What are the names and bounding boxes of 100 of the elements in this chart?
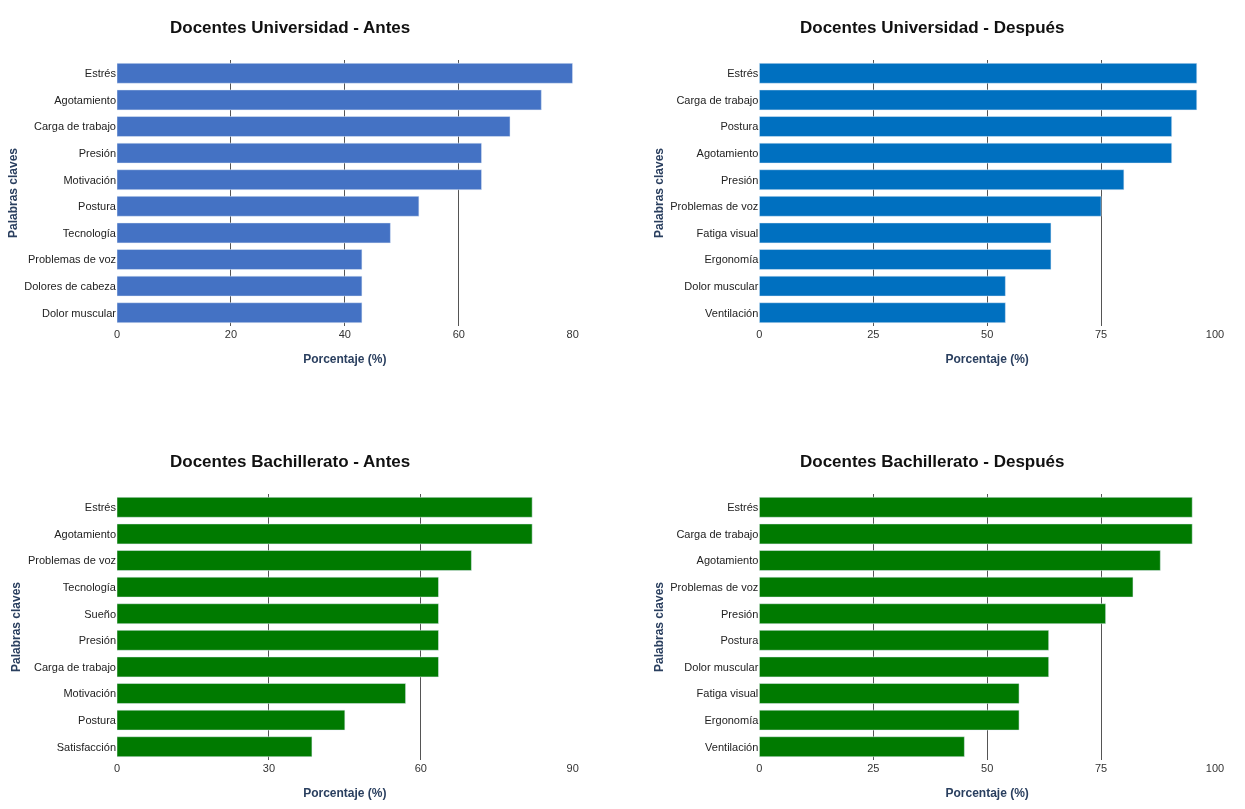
- y-tick-label: Problemas de voz: [670, 200, 759, 213]
- bar: [117, 249, 363, 270]
- bar: [117, 656, 439, 678]
- bar: [117, 576, 439, 598]
- bar: [759, 576, 1134, 598]
- y-tick-label: Postura: [78, 713, 117, 726]
- y-tick-label: Carga de trabajo: [34, 120, 116, 133]
- y-tick-label: Presión: [78, 146, 116, 159]
- y-tick-label: Presión: [721, 173, 759, 186]
- bar: [117, 116, 511, 137]
- bar: [117, 196, 420, 217]
- y-tick-label: Ventilación: [705, 306, 759, 319]
- bar: [759, 249, 1052, 270]
- y-tick-label: Carga de trabajo: [676, 93, 759, 106]
- y-tick-label: Postura: [720, 120, 760, 133]
- x-tick-label: 60: [452, 328, 465, 340]
- y-tick-label: Agotamiento: [696, 554, 759, 567]
- bar: [117, 222, 391, 244]
- y-tick-label: Tecnología: [62, 226, 117, 239]
- y-axis-title: Palabras claves: [651, 147, 666, 239]
- bar: [759, 630, 1049, 651]
- y-tick-label: Satisfacción: [56, 740, 116, 753]
- y-axis-title: Palabras claves: [651, 581, 666, 673]
- bar: [117, 169, 482, 190]
- y-tick-label: Fatiga visual: [696, 687, 759, 700]
- x-axis-title: Porcentaje (%): [303, 785, 387, 800]
- y-tick-label: Sueño: [84, 607, 116, 620]
- y-tick-label: Dolores de cabeza: [24, 279, 117, 292]
- y-axis-title: Palabras claves: [5, 147, 20, 239]
- x-tick-label: 75: [1094, 762, 1108, 774]
- x-tick-label: 20: [224, 328, 238, 340]
- bar: [759, 550, 1161, 571]
- x-tick-label: 100: [1205, 328, 1225, 340]
- bar: [759, 142, 1172, 164]
- chart-title: Docentes Bachillerato - Después: [800, 452, 1065, 471]
- bar: [759, 736, 965, 757]
- x-tick-label: 75: [1094, 328, 1108, 340]
- bar: [759, 656, 1049, 678]
- bar: [759, 683, 1020, 704]
- x-tick-label: 0: [113, 762, 121, 774]
- x-axis-title: Porcentaje (%): [945, 785, 1029, 800]
- bar: [117, 603, 439, 624]
- x-tick-label: 30: [262, 762, 276, 774]
- x-tick-label: 60: [414, 762, 427, 774]
- x-axis-title: Porcentaje (%): [945, 351, 1029, 366]
- bar: [117, 89, 542, 111]
- x-tick-label: 90: [566, 762, 579, 774]
- bar: [759, 63, 1198, 84]
- bar: [759, 709, 1020, 731]
- y-tick-label: Estrés: [727, 67, 759, 80]
- x-tick-label: 50: [981, 328, 994, 340]
- chart-title: Docentes Universidad - Antes: [170, 18, 411, 37]
- bar: [759, 89, 1198, 111]
- y-tick-label: Presión: [721, 607, 759, 620]
- y-tick-label: Problemas de voz: [27, 253, 116, 266]
- y-tick-label: Ergonomía: [704, 713, 760, 726]
- y-tick-label: Agotamiento: [696, 146, 759, 159]
- bar: [759, 275, 1006, 297]
- bar: [117, 302, 363, 323]
- y-tick-label: Dolor muscular: [684, 279, 759, 292]
- bar: [117, 63, 573, 84]
- x-axis-title: Porcentaje (%): [303, 351, 387, 366]
- x-tick-label: 50: [981, 762, 994, 774]
- bar: [117, 709, 346, 731]
- y-tick-label: Tecnología: [62, 580, 117, 593]
- x-tick-label: 0: [113, 328, 121, 340]
- y-tick-label: Carga de trabajo: [34, 660, 116, 673]
- x-tick-label: 40: [338, 328, 351, 340]
- y-tick-label: Ergonomía: [704, 253, 760, 266]
- y-tick-label: Motivación: [63, 173, 116, 186]
- bar: [759, 302, 1006, 323]
- bar: [117, 736, 313, 757]
- bar: [759, 497, 1193, 518]
- bar: [117, 275, 363, 297]
- y-tick-label: Agotamiento: [54, 93, 116, 106]
- bar: [759, 196, 1102, 217]
- bar: [117, 683, 406, 704]
- bar: [759, 116, 1172, 137]
- y-tick-label: Fatiga visual: [696, 226, 759, 239]
- y-tick-label: Problemas de voz: [670, 580, 759, 593]
- y-tick-label: Postura: [720, 634, 760, 647]
- bar: [117, 142, 482, 164]
- bar: [759, 169, 1125, 190]
- y-tick-label: Carga de trabajo: [676, 527, 759, 540]
- y-tick-label: Motivación: [63, 687, 116, 700]
- y-tick-label: Dolor muscular: [684, 660, 759, 673]
- y-tick-label: Postura: [78, 200, 117, 213]
- y-tick-label: Estrés: [727, 501, 759, 514]
- x-tick-label: 100: [1205, 762, 1225, 774]
- bar: [759, 523, 1193, 545]
- y-tick-label: Presión: [78, 634, 116, 647]
- y-tick-label: Ventilación: [705, 740, 759, 753]
- y-axis-title: Palabras claves: [9, 581, 24, 673]
- y-tick-label: Estrés: [84, 67, 117, 80]
- x-tick-label: 80: [566, 328, 579, 340]
- bar: [759, 603, 1106, 624]
- bar: [759, 222, 1052, 244]
- x-tick-label: 0: [756, 762, 763, 774]
- bar: [117, 630, 439, 651]
- chart-title: Docentes Universidad - Después: [800, 18, 1065, 37]
